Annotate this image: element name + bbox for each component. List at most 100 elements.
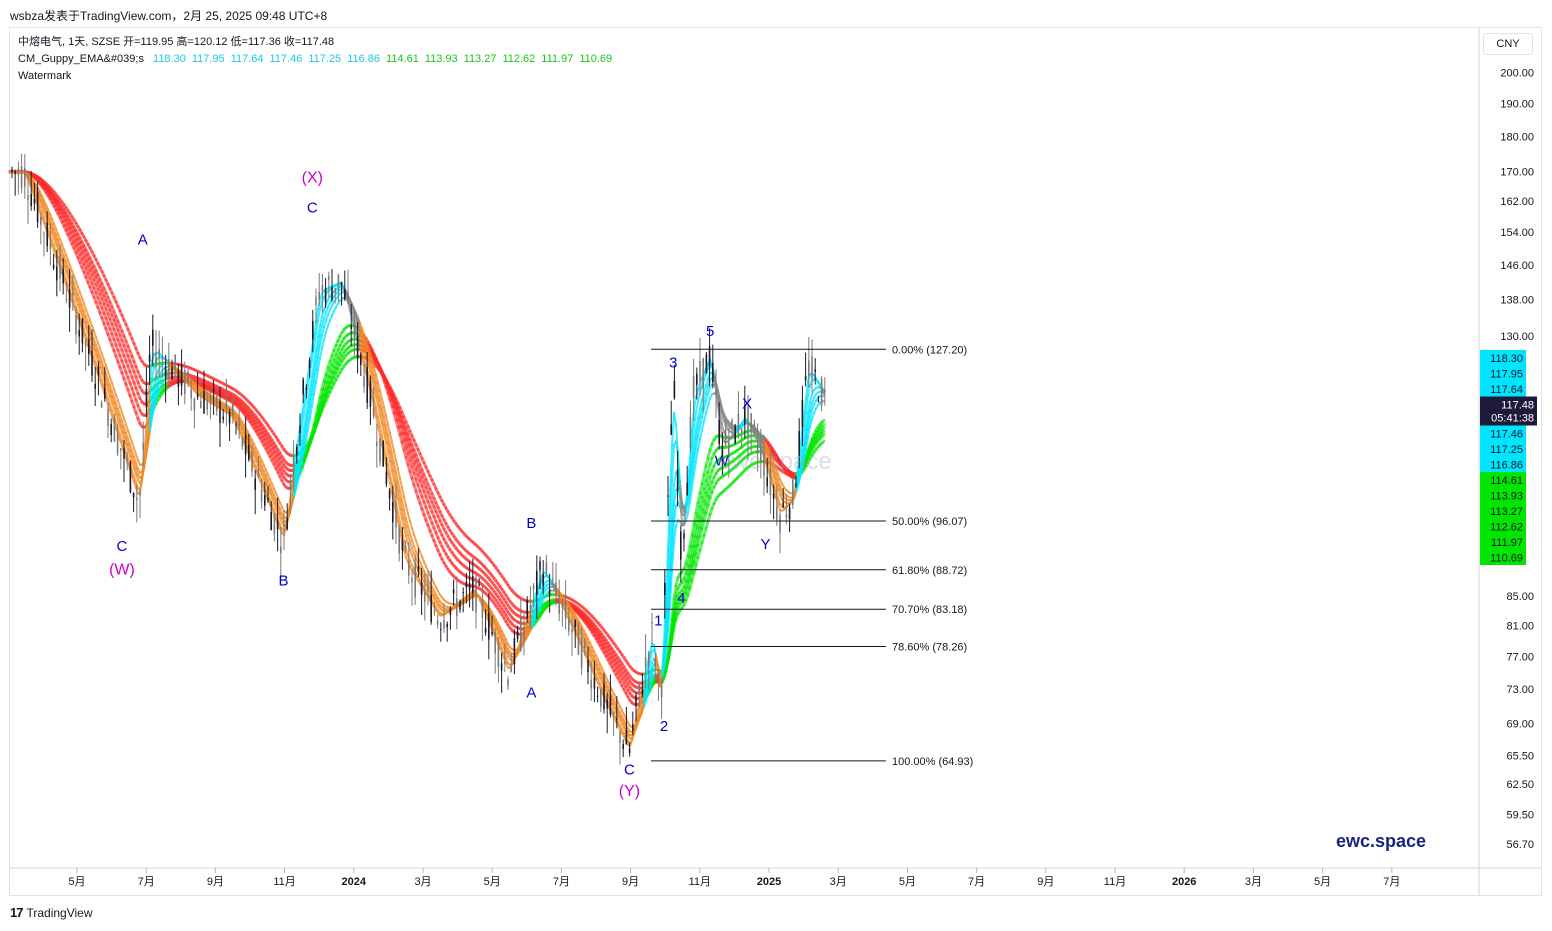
short-ema-segment bbox=[697, 425, 701, 438]
short-ema-segment bbox=[387, 450, 391, 463]
short-ema-segment bbox=[155, 392, 159, 402]
short-ema-segment bbox=[805, 428, 809, 444]
candle-body bbox=[171, 367, 173, 380]
short-ema-segment bbox=[803, 411, 807, 431]
short-ema-segment bbox=[373, 386, 377, 398]
short-ema-segment bbox=[671, 411, 675, 446]
short-ema-segment bbox=[649, 667, 653, 679]
short-ema-segment bbox=[415, 539, 419, 548]
short-ema-segment bbox=[371, 365, 375, 376]
short-ema-segment bbox=[659, 675, 663, 688]
short-ema-segment bbox=[385, 441, 389, 453]
short-ema-segment bbox=[527, 611, 531, 620]
short-ema-segment bbox=[699, 416, 703, 428]
short-ema-segment bbox=[375, 381, 379, 393]
short-ema-segment bbox=[293, 487, 297, 498]
candle-body bbox=[180, 363, 183, 386]
short-ema-segment bbox=[125, 443, 129, 452]
short-ema-segment bbox=[321, 326, 325, 337]
short-ema-segment bbox=[307, 398, 311, 413]
short-ema-segment bbox=[387, 423, 391, 435]
short-ema-segment bbox=[671, 521, 675, 555]
short-ema-segment bbox=[133, 447, 137, 456]
short-ema-segment bbox=[399, 521, 403, 533]
short-ema-segment bbox=[153, 391, 157, 403]
short-ema-segment bbox=[679, 486, 683, 504]
long-ema-segment bbox=[688, 554, 694, 568]
short-ema-segment bbox=[123, 417, 127, 426]
short-ema-segment bbox=[383, 444, 387, 457]
short-ema-segment bbox=[107, 389, 111, 398]
candle-body bbox=[155, 353, 157, 367]
short-ema-segment bbox=[135, 461, 139, 470]
short-ema-segment bbox=[117, 413, 121, 422]
short-ema-segment bbox=[377, 404, 381, 416]
short-ema-segment bbox=[307, 388, 311, 404]
short-ema-segment bbox=[669, 480, 673, 532]
short-ema-segment bbox=[373, 366, 377, 376]
long-ema-segment bbox=[820, 433, 826, 439]
short-ema-segment bbox=[399, 477, 403, 489]
short-ema-segment bbox=[697, 416, 701, 429]
grid bbox=[10, 28, 1542, 895]
short-ema-segment bbox=[671, 483, 675, 521]
short-ema-segment bbox=[319, 325, 323, 337]
short-ema-segment bbox=[303, 414, 307, 430]
candle-body bbox=[14, 171, 16, 174]
candle-body bbox=[84, 340, 87, 346]
short-ema-segment bbox=[667, 529, 671, 578]
short-ema-segment bbox=[407, 512, 411, 523]
short-ema-segment bbox=[767, 457, 771, 465]
short-ema-segment bbox=[101, 361, 105, 369]
candles bbox=[11, 153, 826, 765]
short-ema-segment bbox=[361, 327, 365, 336]
short-ema-segment bbox=[679, 495, 683, 509]
short-ema-segment bbox=[317, 324, 321, 339]
short-ema-segment bbox=[99, 379, 103, 388]
short-ema-segment bbox=[97, 354, 101, 363]
short-ema-segment bbox=[127, 429, 131, 438]
short-ema-segment bbox=[119, 414, 123, 423]
candle-body bbox=[65, 298, 68, 300]
short-ema-segment bbox=[117, 399, 121, 408]
short-ema-segment bbox=[803, 397, 807, 418]
short-ema-segment bbox=[305, 401, 309, 417]
candle-body bbox=[104, 387, 106, 399]
short-ema-segment bbox=[301, 427, 305, 443]
short-ema-segment bbox=[119, 419, 123, 428]
short-ema-segment bbox=[153, 399, 157, 410]
short-ema-segment bbox=[303, 398, 307, 414]
short-ema-segment bbox=[649, 650, 653, 663]
short-ema-segment bbox=[155, 378, 159, 387]
short-ema-segment bbox=[365, 339, 369, 348]
short-ema-segment bbox=[699, 398, 703, 410]
short-ema-segment bbox=[301, 450, 305, 463]
short-ema-segment bbox=[649, 678, 653, 689]
short-ema-segment bbox=[95, 354, 99, 363]
short-ema-segment bbox=[109, 403, 113, 412]
short-ema-segment bbox=[369, 363, 373, 374]
short-ema-segment bbox=[703, 412, 707, 423]
candle-body bbox=[78, 329, 80, 337]
short-ema-segment bbox=[131, 469, 135, 478]
short-ema-segment bbox=[377, 390, 381, 401]
long-ema-segment bbox=[688, 533, 694, 548]
short-ema-segment bbox=[705, 378, 709, 387]
short-ema-segment bbox=[389, 473, 393, 485]
short-ema-segment bbox=[317, 308, 321, 322]
short-ema-segment bbox=[693, 428, 697, 445]
short-ema-segment bbox=[301, 442, 305, 456]
short-ema-segment bbox=[131, 461, 135, 469]
short-ema-segment bbox=[397, 468, 401, 480]
short-ema-segment bbox=[383, 431, 387, 444]
short-ema-segment bbox=[379, 434, 383, 446]
candle-body bbox=[11, 169, 13, 173]
short-ema-segment bbox=[311, 393, 315, 408]
short-ema-segment bbox=[695, 426, 699, 441]
short-ema-segment bbox=[699, 407, 703, 419]
short-ema-segment bbox=[379, 405, 383, 417]
candle-body bbox=[107, 409, 109, 426]
short-ema-segment bbox=[699, 429, 703, 441]
short-ema-segment bbox=[99, 355, 103, 364]
